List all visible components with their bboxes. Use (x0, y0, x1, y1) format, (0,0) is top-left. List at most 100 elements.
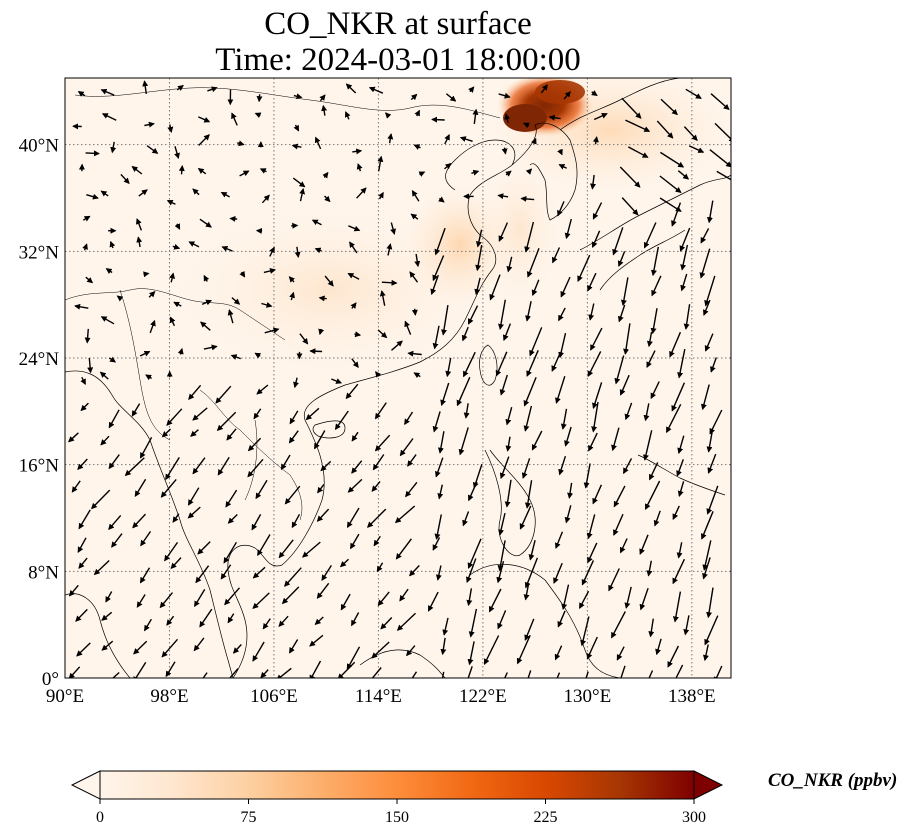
wind-arrow (665, 403, 682, 434)
wind-arrow (554, 645, 563, 661)
wind-arrow (169, 272, 176, 283)
wind-arrow (345, 383, 359, 400)
wind-arrow (354, 331, 362, 338)
colorbar-tick-label-4: 300 (682, 809, 706, 826)
wind-arrow (239, 270, 246, 278)
wind-arrow (259, 168, 267, 174)
wind-arrow (504, 672, 508, 678)
wind-arrow (683, 126, 698, 142)
wind-arrow (77, 458, 88, 471)
wind-arrow (314, 136, 322, 150)
wind-arrow (108, 409, 120, 429)
wind-arrow (385, 112, 392, 119)
wind-arrow (82, 215, 91, 222)
wind-arrow (497, 193, 509, 200)
wind-arrow (161, 428, 171, 438)
wind-arrow (706, 200, 714, 224)
wind-arrow (110, 141, 117, 154)
wind-arrow (553, 562, 563, 584)
wind-arrow (432, 537, 441, 551)
wind-arrow (519, 505, 532, 530)
wind-arrow (548, 114, 561, 121)
wind-arrow (467, 666, 473, 678)
wind-arrow (377, 329, 388, 339)
wind-arrow (413, 372, 421, 379)
wind-arrow (706, 485, 719, 515)
wind-arrow (91, 489, 111, 510)
wind-arrow (650, 246, 659, 277)
wind-arrow (105, 268, 113, 274)
wind-arrow (616, 646, 625, 661)
wind-arrow (347, 478, 363, 493)
wind-arrow (169, 316, 176, 327)
wind-arrow (120, 173, 130, 185)
wind-arrow (299, 333, 309, 345)
wind-arrow (462, 351, 476, 378)
wind-arrow (704, 333, 714, 352)
wind-arrow (166, 199, 176, 206)
wind-arrow (316, 508, 330, 522)
wind-arrow (475, 229, 483, 248)
wind-arrow (660, 151, 685, 168)
wind-arrow (702, 299, 711, 316)
wind-arrow (558, 332, 567, 359)
gridlines (65, 78, 731, 678)
wind-arrow (524, 480, 533, 509)
wind-arrow (504, 113, 511, 123)
map-title-line2: Time: 2024-03-01 18:00:00 (215, 42, 581, 78)
wind-arrow (148, 290, 156, 298)
wind-arrow (165, 457, 180, 481)
wind-arrow (497, 540, 506, 572)
wind-arrow (560, 408, 568, 430)
wind-arrow (373, 535, 381, 547)
wind-arrow (444, 162, 452, 170)
wind-arrow (228, 668, 239, 678)
wind-arrow (432, 325, 440, 350)
wind-arrow (554, 531, 564, 549)
lon-tick-label-4: 122°E (459, 686, 507, 707)
wind-arrow (284, 485, 301, 505)
wind-arrow (221, 246, 233, 252)
wind-arrow (563, 91, 571, 100)
wind-arrow (617, 304, 626, 323)
wind-arrow (100, 190, 109, 197)
wind-arrow (578, 590, 590, 609)
wind-arrow (105, 591, 113, 603)
lon-tick-label-5: 130°E (563, 686, 611, 707)
wind-arrow (593, 113, 608, 121)
wind-arrow (278, 539, 294, 559)
wind-arrow (255, 479, 268, 500)
wind-arrow (621, 97, 642, 119)
wind-arrow (591, 401, 599, 433)
wind-arrow (231, 297, 241, 305)
wind-arrow (131, 403, 141, 417)
wind-arrow (399, 588, 409, 602)
wind-arrow (498, 222, 509, 242)
wind-arrow (100, 88, 115, 96)
wind-arrow (623, 323, 631, 355)
wind-arrow (531, 137, 537, 145)
wind-arrow (172, 513, 180, 523)
wind-arrow (526, 248, 540, 278)
wind-arrow (437, 431, 445, 454)
wind-arrow (498, 92, 511, 99)
wind-arrow (435, 565, 442, 581)
wind-arrow (322, 171, 329, 179)
wind-arrow (390, 222, 396, 235)
wind-arrow (474, 277, 481, 296)
wind-arrow (499, 374, 508, 396)
wind-arrow (669, 331, 682, 358)
wind-arrow (564, 218, 572, 240)
colorbar-ticks: 0 75 150 225 300 (96, 799, 706, 826)
wind-arrow (215, 385, 232, 404)
wind-arrow (345, 83, 357, 94)
wind-arrow (394, 505, 416, 524)
wind-arrow (284, 567, 302, 587)
wind-arrow (293, 124, 300, 132)
wind-arrow (78, 509, 91, 530)
colorbar-label: CO_NKR (ppbv) (768, 770, 898, 791)
wind-arrow (76, 642, 91, 657)
wind-arrow (350, 302, 357, 309)
wind-arrow (458, 427, 469, 456)
wind-arrow (445, 93, 457, 102)
